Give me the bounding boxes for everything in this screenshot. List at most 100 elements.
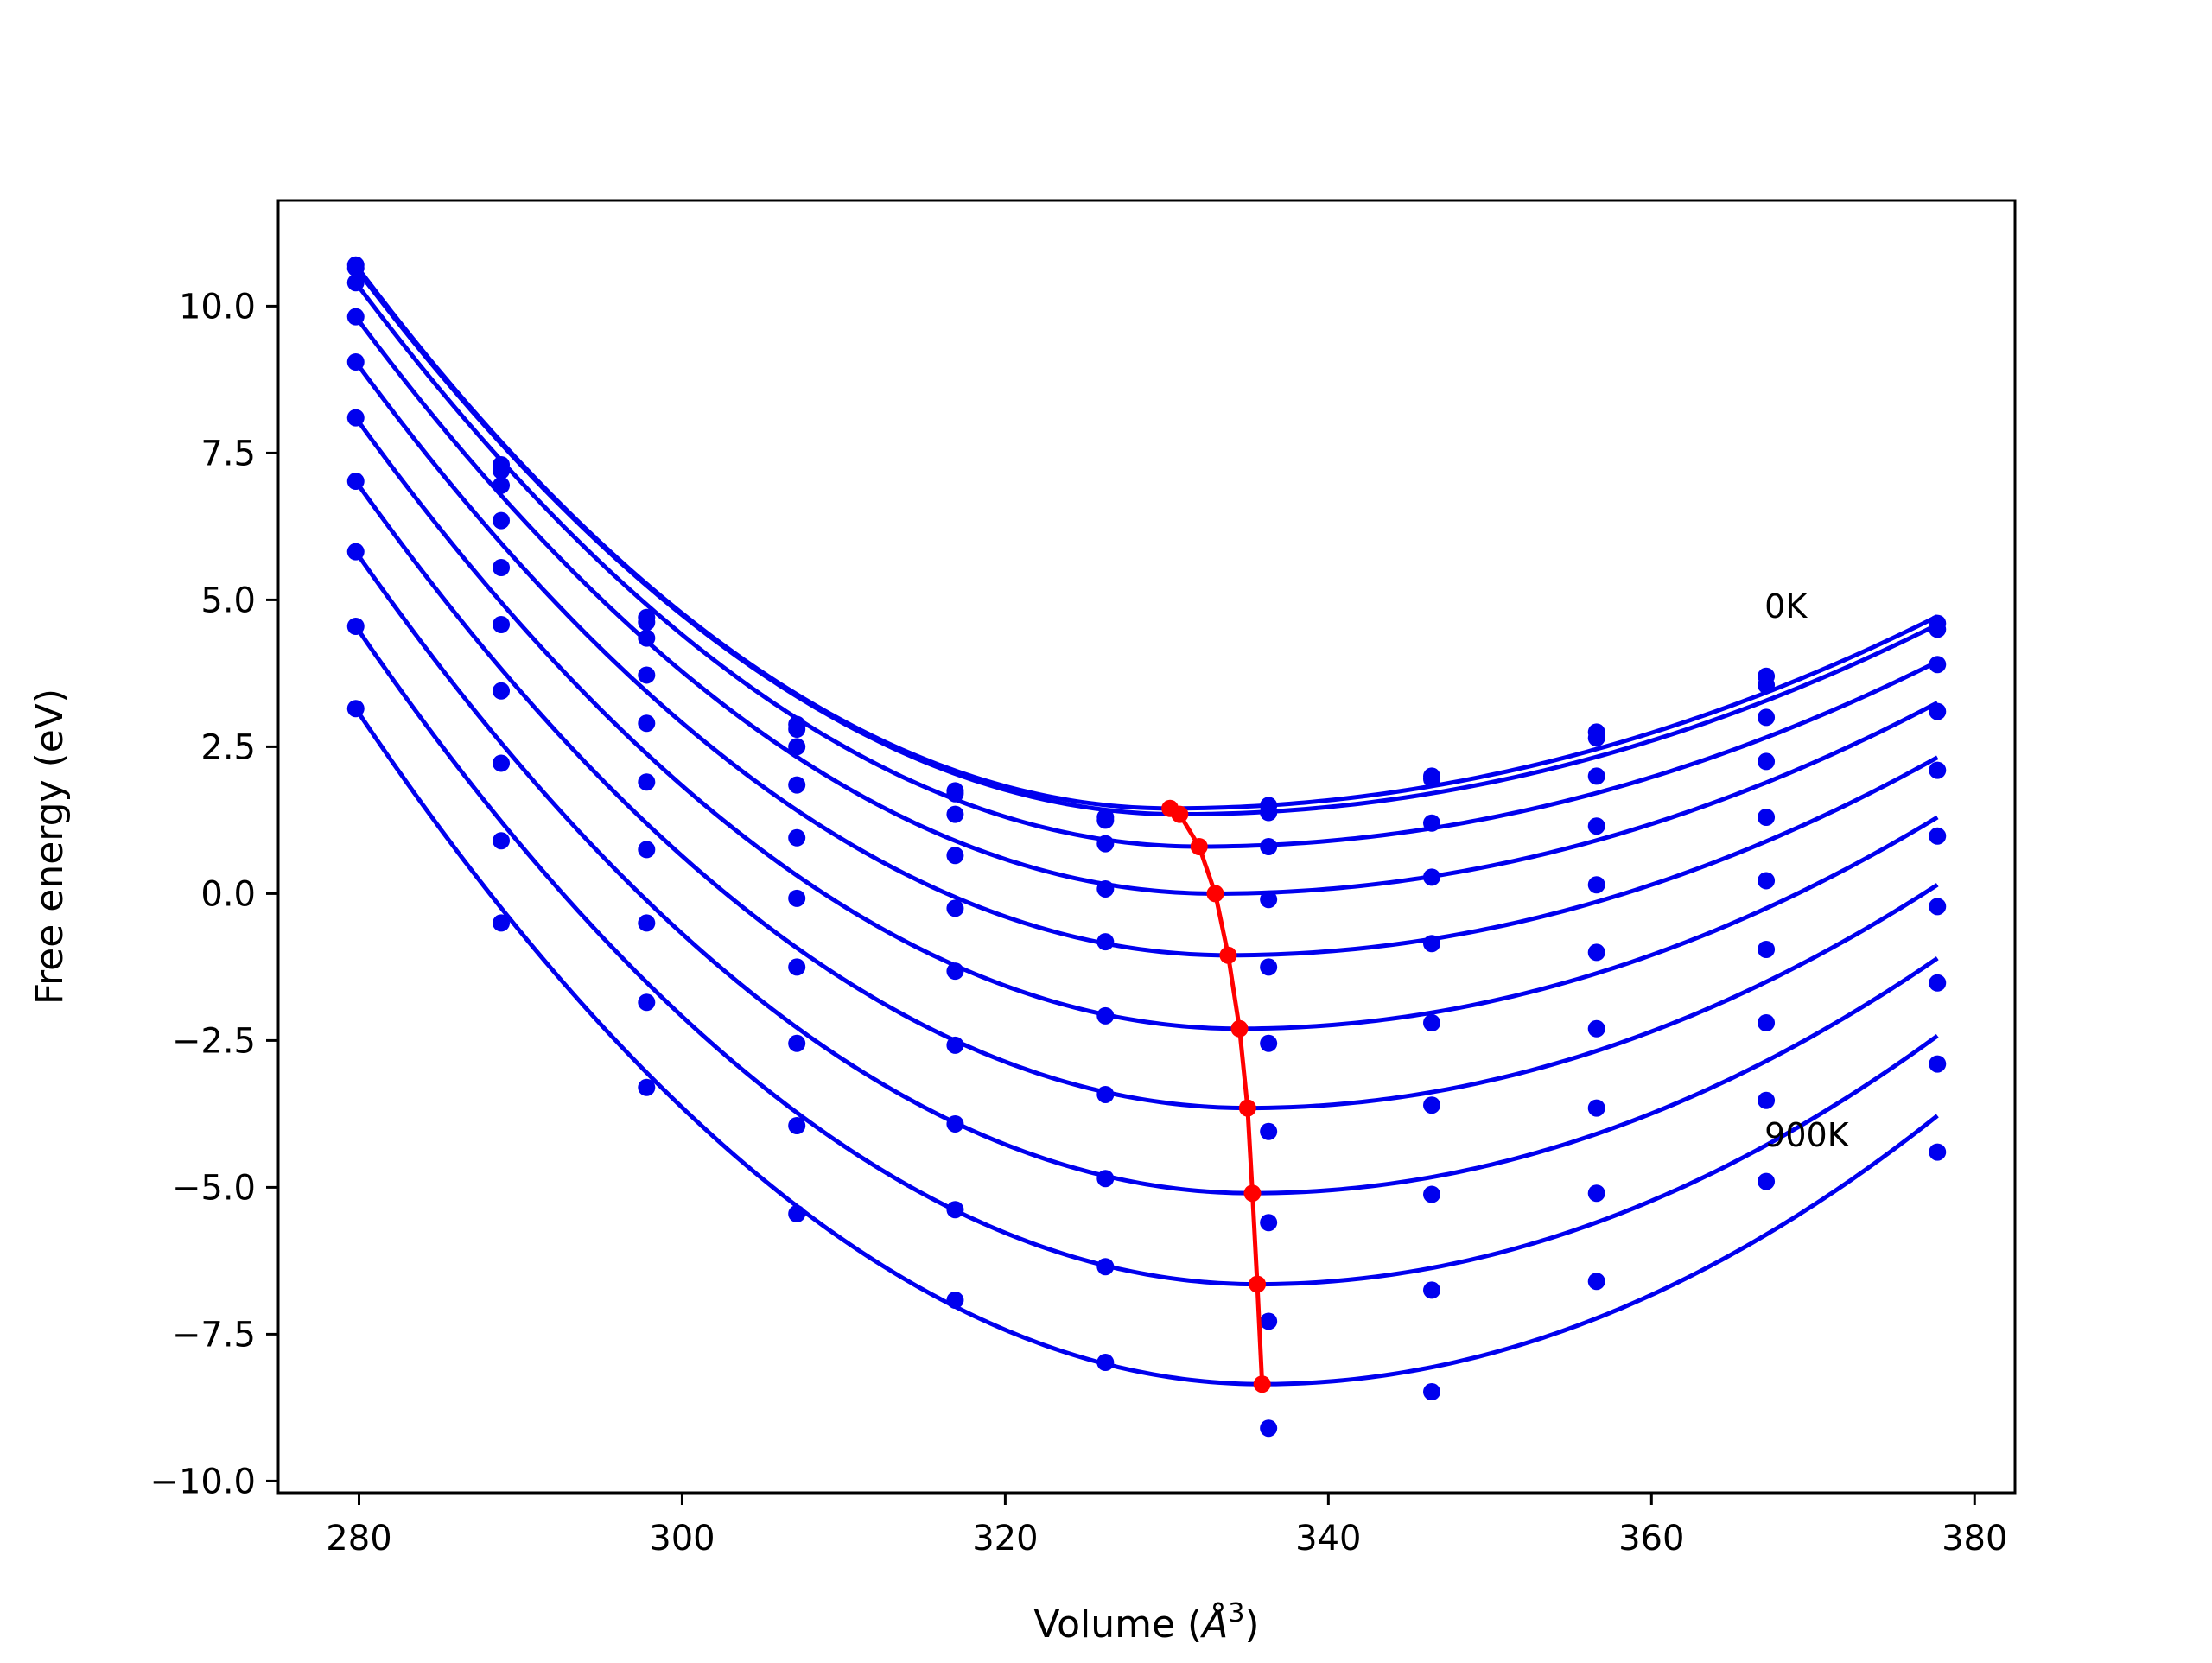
data-point-700K-2 bbox=[638, 914, 656, 932]
data-point-700K-0 bbox=[346, 543, 365, 561]
data-point-700K-6 bbox=[1260, 1214, 1278, 1232]
data-point-100K-0 bbox=[346, 259, 365, 277]
data-point-500K-7 bbox=[1423, 1014, 1441, 1031]
fit-curve-800K bbox=[353, 625, 1939, 1287]
data-point-700K-1 bbox=[493, 754, 511, 772]
data-point-400K-3 bbox=[788, 828, 806, 847]
data-point-600K-8 bbox=[1587, 1019, 1605, 1038]
data-point-500K-0 bbox=[346, 409, 365, 427]
data-point-300K-3 bbox=[788, 776, 806, 794]
minimum-point-500K bbox=[1230, 1019, 1249, 1038]
data-point-900K-9 bbox=[1758, 1172, 1776, 1190]
data-point-300K-10 bbox=[1929, 702, 1947, 720]
data-point-800K-8 bbox=[1587, 1184, 1605, 1203]
data-point-900K-0 bbox=[346, 700, 365, 718]
data-point-500K-2 bbox=[638, 773, 656, 791]
data-point-300K-5 bbox=[1096, 879, 1115, 898]
fit-curve-600K bbox=[353, 479, 1939, 1111]
data-point-200K-7 bbox=[1423, 814, 1441, 832]
data-point-500K-8 bbox=[1587, 943, 1605, 962]
y-tick-label: 2.5 bbox=[200, 727, 256, 767]
data-point-900K-10 bbox=[1929, 1143, 1947, 1161]
x-tick-label: 380 bbox=[1942, 1519, 2007, 1558]
data-point-700K-4 bbox=[946, 1114, 964, 1133]
annotations: 0K 900K bbox=[1764, 587, 1850, 1154]
minimum-point-400K bbox=[1219, 946, 1237, 964]
data-point-700K-5 bbox=[1096, 1170, 1115, 1188]
minimum-point-100K bbox=[1171, 805, 1189, 823]
data-point-900K-7 bbox=[1423, 1383, 1441, 1401]
data-point-400K-6 bbox=[1260, 958, 1278, 976]
data-point-400K-2 bbox=[638, 714, 656, 733]
data-point-800K-7 bbox=[1423, 1281, 1441, 1299]
data-point-800K-1 bbox=[493, 832, 511, 850]
fit-curve-200K bbox=[353, 281, 1939, 849]
data-point-900K-5 bbox=[1096, 1354, 1115, 1372]
data-point-500K-5 bbox=[1096, 1006, 1115, 1025]
data-point-700K-8 bbox=[1587, 1099, 1605, 1117]
y-tick-label: −7.5 bbox=[172, 1315, 256, 1355]
y-tick-label: 7.5 bbox=[200, 434, 256, 473]
data-point-100K-1 bbox=[493, 461, 511, 479]
data-point-300K-8 bbox=[1587, 817, 1605, 835]
x-axis-label: Volume (Å3) bbox=[1033, 1598, 1259, 1647]
fit-curve-700K bbox=[353, 550, 1939, 1196]
data-point-900K-4 bbox=[946, 1291, 964, 1309]
data-point-700K-3 bbox=[788, 1034, 806, 1052]
x-tick-label: 300 bbox=[649, 1519, 715, 1558]
data-point-900K-2 bbox=[638, 1078, 656, 1096]
data-point-800K-5 bbox=[1096, 1258, 1115, 1276]
data-point-800K-6 bbox=[1260, 1312, 1278, 1330]
data-point-300K-0 bbox=[346, 308, 365, 326]
fit-curve-100K bbox=[353, 266, 1939, 817]
data-point-500K-9 bbox=[1758, 872, 1776, 890]
data-point-100K-10 bbox=[1929, 620, 1947, 638]
data-point-200K-9 bbox=[1758, 708, 1776, 727]
data-point-600K-10 bbox=[1929, 898, 1947, 916]
data-point-600K-9 bbox=[1758, 941, 1776, 958]
data-point-300K-2 bbox=[638, 666, 656, 684]
data-point-200K-3 bbox=[788, 738, 806, 756]
data-point-700K-10 bbox=[1929, 974, 1947, 992]
data-point-200K-6 bbox=[1260, 838, 1278, 855]
data-point-500K-1 bbox=[493, 615, 511, 633]
fit-curve-900K bbox=[353, 707, 1939, 1387]
minimum-point-900K bbox=[1253, 1375, 1271, 1393]
data-point-100K-2 bbox=[638, 613, 656, 632]
data-point-900K-6 bbox=[1260, 1419, 1278, 1438]
x-tick-label: 360 bbox=[1618, 1519, 1684, 1558]
data-point-100K-8 bbox=[1587, 729, 1605, 747]
y-axis-label: Free energy (eV) bbox=[28, 689, 72, 1005]
minimum-point-200K bbox=[1190, 838, 1208, 855]
y-axis-ticks: −10.0 −7.5 −5.0 −2.5 0.0 2.5 5.0 7.5 10.0 bbox=[149, 287, 278, 1501]
data-point-200K-1 bbox=[493, 476, 511, 494]
data-point-200K-10 bbox=[1929, 656, 1947, 674]
data-point-100K-6 bbox=[1260, 803, 1278, 822]
data-point-600K-6 bbox=[1260, 1122, 1278, 1140]
plot-frame bbox=[276, 199, 2017, 1495]
data-point-300K-1 bbox=[493, 511, 511, 530]
y-tick-label: 5.0 bbox=[200, 581, 256, 620]
data-point-800K-2 bbox=[638, 993, 656, 1012]
data-point-100K-9 bbox=[1758, 676, 1776, 694]
data-point-900K-8 bbox=[1587, 1273, 1605, 1291]
data-point-400K-7 bbox=[1423, 935, 1441, 953]
data-point-600K-7 bbox=[1423, 1096, 1441, 1114]
minimum-point-300K bbox=[1206, 885, 1224, 903]
data-point-400K-9 bbox=[1758, 809, 1776, 826]
data-point-300K-7 bbox=[1423, 868, 1441, 886]
minimum-point-800K bbox=[1249, 1275, 1267, 1293]
annotation-900K: 900K bbox=[1764, 1116, 1850, 1154]
data-point-800K-3 bbox=[788, 1117, 806, 1134]
data-point-600K-4 bbox=[946, 1036, 964, 1054]
data-point-500K-6 bbox=[1260, 1034, 1278, 1052]
data-point-600K-5 bbox=[1096, 1085, 1115, 1103]
y-tick-label: −2.5 bbox=[172, 1021, 256, 1061]
data-point-300K-4 bbox=[946, 847, 964, 865]
data-point-400K-8 bbox=[1587, 876, 1605, 894]
data-point-900K-1 bbox=[493, 914, 511, 932]
data-point-100K-4 bbox=[946, 784, 964, 803]
data-point-600K-3 bbox=[788, 958, 806, 976]
